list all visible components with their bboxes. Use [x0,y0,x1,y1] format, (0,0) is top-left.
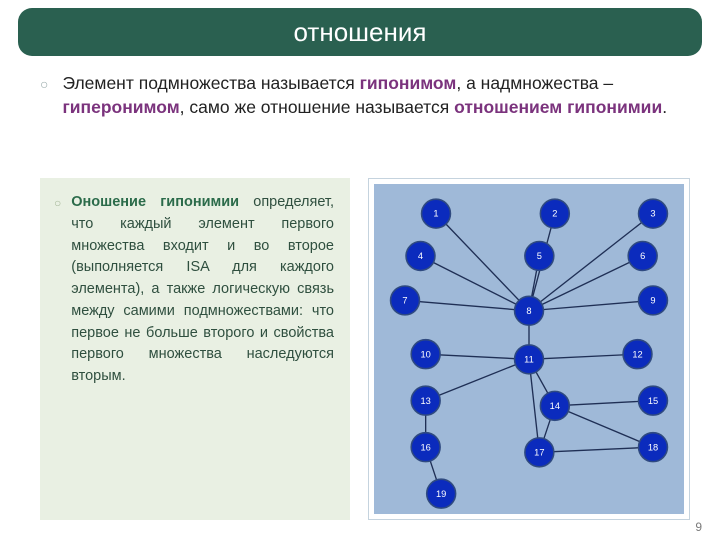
svg-text:14: 14 [550,401,560,411]
svg-text:18: 18 [648,442,658,452]
p-kw2: гиперонимом [62,97,179,117]
svg-text:19: 19 [436,489,446,499]
definition-box: ○ Оношение гипонимии определяет, что каж… [40,178,350,520]
bullet-marker: ○ [40,75,48,119]
svg-text:2: 2 [552,209,557,219]
svg-text:9: 9 [650,296,655,306]
node-16: 16 [411,433,440,462]
svg-text:7: 7 [402,296,407,306]
edge [529,354,638,359]
edge [426,359,529,400]
svg-text:10: 10 [421,349,431,359]
node-3: 3 [639,199,668,228]
node-15: 15 [639,386,668,415]
node-14: 14 [540,391,569,420]
svg-text:12: 12 [632,349,642,359]
svg-text:15: 15 [648,396,658,406]
definition-text: Оношение гипонимии определяет, что кажды… [71,192,334,506]
node-4: 4 [406,242,435,271]
box-rest: определяет, что каждый элемент первого м… [71,194,334,384]
svg-text:6: 6 [640,251,645,261]
box-keyword: Оношение гипонимии [71,194,239,210]
node-13: 13 [411,386,440,415]
diagram-frame: 12345678910111213141516171819 [368,178,690,520]
svg-text:1: 1 [433,209,438,219]
p-kw3: отношением гипонимии [454,97,662,117]
title-text: отношения [294,17,427,48]
node-8: 8 [515,296,544,325]
node-19: 19 [427,479,456,508]
node-10: 10 [411,340,440,369]
edge [426,354,529,359]
node-11: 11 [515,345,544,374]
node-6: 6 [628,242,657,271]
edge [436,214,529,311]
svg-text:5: 5 [537,251,542,261]
p-pre: Элемент подмножества называется [62,73,359,93]
svg-text:13: 13 [421,396,431,406]
node-1: 1 [422,199,451,228]
svg-text:11: 11 [524,354,534,364]
node-5: 5 [525,242,554,271]
svg-text:16: 16 [421,442,431,452]
svg-text:8: 8 [526,306,531,316]
p-mid1: , а надмножества – [456,73,613,93]
node-12: 12 [623,340,652,369]
node-17: 17 [525,438,554,467]
node-9: 9 [639,286,668,315]
node-7: 7 [391,286,420,315]
box-bullet-marker: ○ [54,194,61,506]
node-2: 2 [540,199,569,228]
p-kw1: гипонимом [360,73,457,93]
main-paragraph: ○ Элемент подмножества называется гипони… [40,72,690,119]
svg-text:3: 3 [650,209,655,219]
svg-text:17: 17 [534,447,544,457]
title-bar: отношения [18,8,702,56]
p-end: . [662,97,667,117]
paragraph-body: Элемент подмножества называется гипонимо… [62,72,690,119]
network-diagram: 12345678910111213141516171819 [374,184,684,514]
edge [555,406,653,447]
page-number: 9 [695,520,702,534]
node-18: 18 [639,433,668,462]
svg-text:4: 4 [418,251,423,261]
p-mid2: , само же отношение называется [180,97,454,117]
edge [539,447,653,452]
